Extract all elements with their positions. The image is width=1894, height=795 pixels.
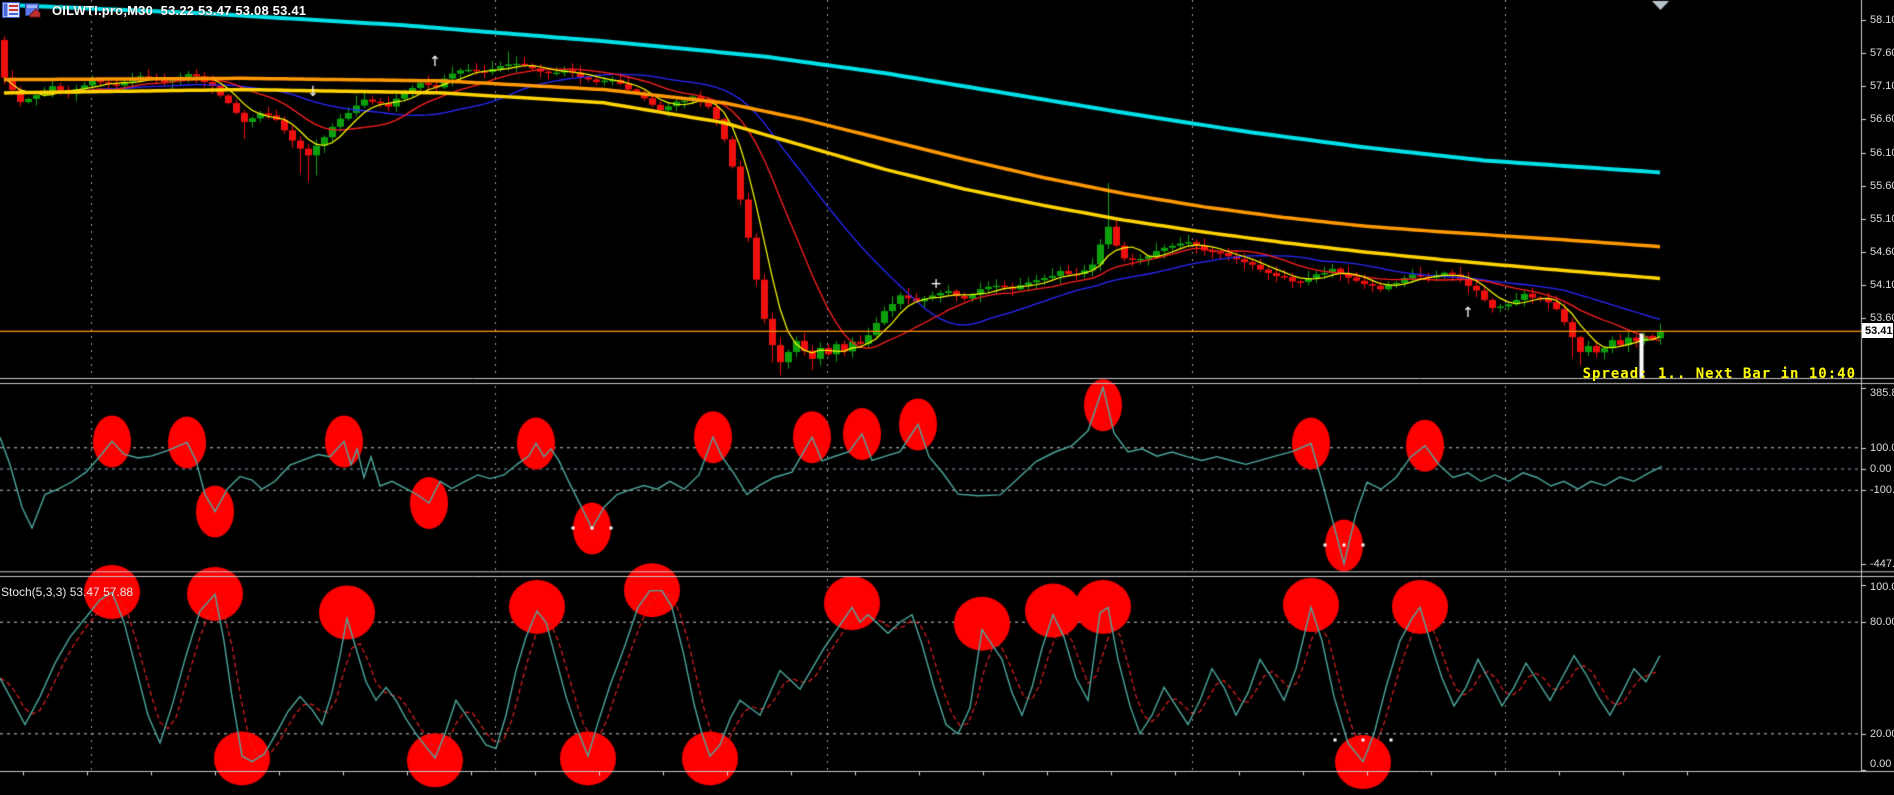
stochastic-label: Stoch(5,3,3) 53.47 57.88 xyxy=(1,585,134,599)
oscillator-tick-label: -100.0 xyxy=(1870,484,1894,497)
quotes-grid-icon[interactable] xyxy=(2,2,20,18)
price-tick-label: 58.10 xyxy=(1870,14,1894,26)
stochastic-tick-label: 100.00 xyxy=(1870,581,1894,593)
price-tick-label: 57.10 xyxy=(1870,80,1894,93)
oscillator-tick-label: 385.8 xyxy=(1870,387,1894,399)
chart-window-icon[interactable] xyxy=(24,2,42,18)
spread-status: Spread: 1.. Next Bar in 10:40 xyxy=(1582,366,1856,382)
price-tick-label: 56.60 xyxy=(1870,113,1894,126)
price-tick-label: 53.60 xyxy=(1870,312,1894,325)
stochastic-tick-label: 20.00 xyxy=(1870,727,1894,740)
price-tick-label: 54.60 xyxy=(1870,245,1894,258)
current-price-tag: 53.41 xyxy=(1862,323,1893,338)
ohlc-readout: 53.22 53.47 53.08 53.41 xyxy=(160,2,307,18)
stochastic-tick-label: 80.00 xyxy=(1870,616,1894,629)
time-axis[interactable]: 6 Nov 201816 Nov 20:0019 Nov 02:0019 Nov… xyxy=(0,772,1894,795)
price-tick-label: 55.60 xyxy=(1870,179,1894,192)
price-tick-label: 55.10 xyxy=(1870,212,1894,225)
symbol-title: OILWTI.pro,M30 53.22 53.47 53.08 53.41 xyxy=(52,2,307,18)
price-axis[interactable]: 58.10 57.60 57.10 56.60 56.10 55.60 55.10 54.60… xyxy=(1862,0,1894,772)
oscillator-tick-label: 0.00 xyxy=(1870,463,1892,475)
oscillator-tick-label: 100.0 xyxy=(1870,441,1894,454)
stochastic-tick-label: 0.00 xyxy=(1870,758,1892,770)
price-tick-label: 54.10 xyxy=(1870,279,1894,292)
oscillator-tick-label: -447.0 xyxy=(1870,557,1894,570)
price-tick-label: 57.60 xyxy=(1870,47,1894,60)
price-tick-label: 56.10 xyxy=(1870,146,1894,159)
chart-header: OILWTI.pro,M30 53.22 53.47 53.08 53.41 xyxy=(2,2,306,18)
